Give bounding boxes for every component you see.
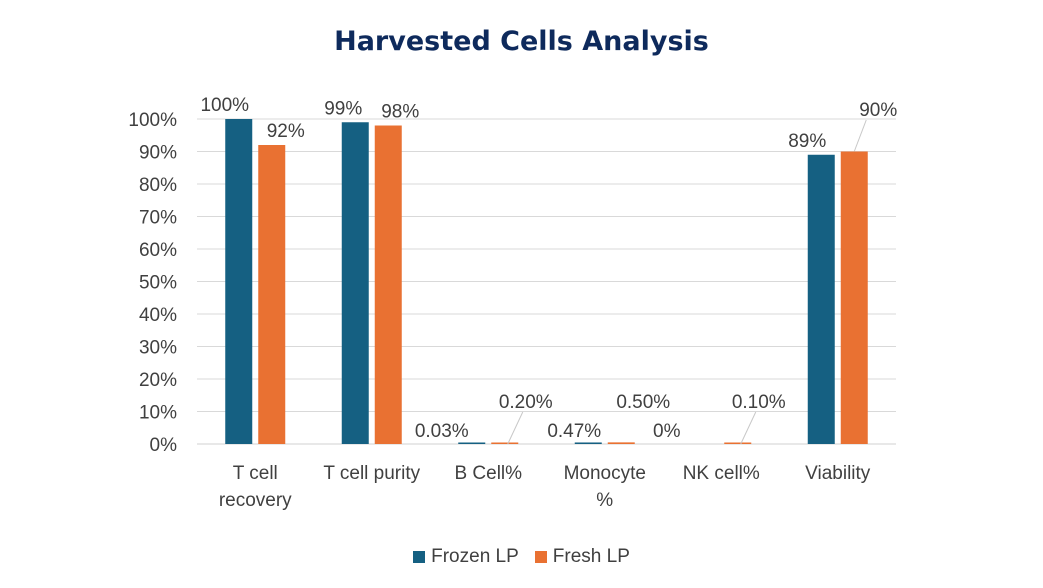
data-label: 100%: [200, 95, 249, 116]
y-tick-label: 0%: [150, 435, 178, 456]
bar-fresh-lp: [258, 145, 286, 444]
y-tick-label: 20%: [139, 370, 177, 391]
bars: [225, 119, 868, 444]
x-category-label: Monocyte: [564, 463, 646, 484]
x-category-label: NK cell%: [683, 463, 760, 484]
x-category-label: %: [596, 490, 613, 511]
y-tick-label: 10%: [139, 403, 177, 424]
data-label: 0.20%: [499, 392, 553, 413]
data-label: 92%: [267, 121, 305, 142]
y-tick-label: 80%: [139, 175, 177, 196]
data-label: 0.47%: [547, 421, 601, 442]
legend: Frozen LP Fresh LP: [0, 546, 1043, 569]
bar-frozen-lp: [574, 442, 602, 444]
bar-frozen-lp: [225, 119, 253, 444]
data-label: 0%: [653, 421, 681, 442]
bar-fresh-lp: [607, 442, 635, 444]
x-category-label: Viability: [805, 463, 871, 484]
bar-frozen-lp: [341, 122, 369, 444]
x-category-label: T cell: [233, 463, 278, 484]
data-label: 0.50%: [616, 392, 670, 413]
legend-label: Frozen LP: [431, 546, 519, 567]
legend-swatch: [413, 551, 426, 563]
legend-item: Frozen LP: [413, 546, 519, 568]
data-label: 89%: [788, 131, 826, 152]
bar-frozen-lp: [807, 154, 835, 444]
label-leader-line: [740, 411, 757, 445]
bar-fresh-lp: [840, 151, 868, 444]
data-label: 0.03%: [415, 421, 469, 442]
y-tick-label: 50%: [139, 273, 177, 294]
x-category-label: B Cell%: [454, 463, 522, 484]
data-label: 99%: [324, 98, 362, 119]
legend-label: Fresh LP: [552, 546, 630, 567]
legend-swatch: [534, 551, 547, 563]
chart-title: Harvested Cells Analysis: [334, 26, 709, 57]
label-leader-line: [507, 411, 524, 445]
bar-fresh-lp: [374, 125, 402, 444]
x-category-label: T cell purity: [323, 463, 420, 484]
data-label: 0.10%: [732, 392, 786, 413]
bar-fresh-lp: [491, 442, 519, 444]
y-tick-label: 70%: [139, 208, 177, 229]
y-tick-label: 60%: [139, 240, 177, 261]
bar-fresh-lp: [724, 442, 752, 444]
y-tick-label: 100%: [128, 110, 177, 131]
y-tick-label: 90%: [139, 143, 177, 164]
data-labels: 100% 99% 0.03% 0.47% 0% 89% 92% 98% 0.20% 0.50% 0.…: [200, 95, 897, 442]
data-label: 98%: [381, 102, 419, 123]
data-label: 90%: [859, 100, 897, 121]
y-tick-label: 40%: [139, 305, 177, 326]
y-tick-label: 30%: [139, 338, 177, 359]
leader-lines: [507, 119, 867, 445]
label-leader-line: [853, 119, 867, 152]
bar-frozen-lp: [458, 442, 486, 444]
gridlines: [197, 118, 896, 445]
x-category-label: recovery: [219, 490, 292, 511]
y-axis-ticks: 0% 10% 20% 30% 40% 50% 60% 70% 80% 90% 100%: [128, 110, 177, 456]
x-axis-categories: T cell recovery T cell purity B Cell% Monocy…: [219, 463, 871, 511]
legend-item: Fresh LP: [534, 546, 630, 568]
